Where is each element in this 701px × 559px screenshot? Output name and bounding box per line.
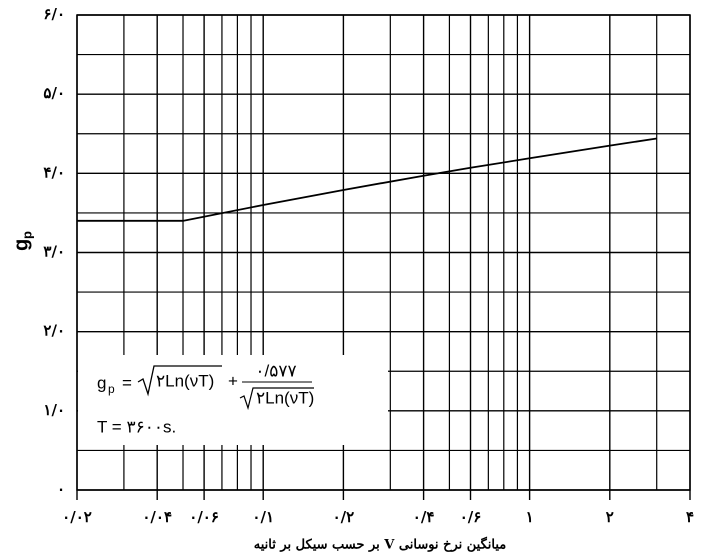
y-axis-label: g p: [10, 231, 34, 251]
y-tick-label: ۵/۰: [43, 84, 65, 102]
data-line: [77, 137, 657, 222]
y-tick-label: ۶/۰: [43, 5, 65, 23]
x-tick-label: ۴: [686, 508, 694, 526]
period: T = ۳۶۰۰s.: [97, 417, 176, 436]
formula-plus: +: [228, 371, 238, 390]
formula-box: [78, 355, 388, 445]
x-axis-label: میانگین نرخ نوسانی V بر حسب سیکل بر ثانی…: [254, 536, 507, 553]
x-tick-label: ۰/۶: [460, 508, 482, 526]
x-tick-label: ۲: [606, 508, 614, 526]
formula-eq: =: [122, 373, 132, 392]
x-tick-label: ۰/۴: [413, 508, 435, 526]
x-tick-label: ۰/۰۶: [189, 508, 219, 526]
formula-radicand: ۲Ln(νT): [156, 371, 214, 390]
x-tick-label: ۱: [526, 508, 534, 526]
y-label-sub: p: [19, 231, 34, 239]
y-tick-label: ۳/۰: [43, 243, 65, 261]
x-tick-label: ۰/۰۴: [142, 508, 172, 526]
y-tick-label: ۴/۰: [43, 163, 65, 181]
y-tick-label: ۱/۰: [43, 401, 65, 419]
grid: [76, 14, 691, 500]
radical: [239, 387, 314, 411]
formula-denominator: ۲Ln(νT): [256, 388, 314, 407]
y-tick-label: ۰: [57, 480, 65, 498]
formula-sub: p: [108, 382, 115, 396]
x-tick-label: ۰/۲: [333, 508, 355, 526]
formula-g: g: [97, 373, 106, 392]
plot-frame: [76, 14, 691, 491]
radical: [137, 365, 222, 397]
y-tick-label: ۲/۰: [43, 322, 65, 340]
formula-numerator: ۰/۵۷۷: [255, 361, 296, 380]
x-tick-label: ۰/۱: [252, 508, 274, 526]
x-tick-label: ۰/۰۲: [62, 508, 92, 526]
y-label: g: [10, 239, 32, 251]
